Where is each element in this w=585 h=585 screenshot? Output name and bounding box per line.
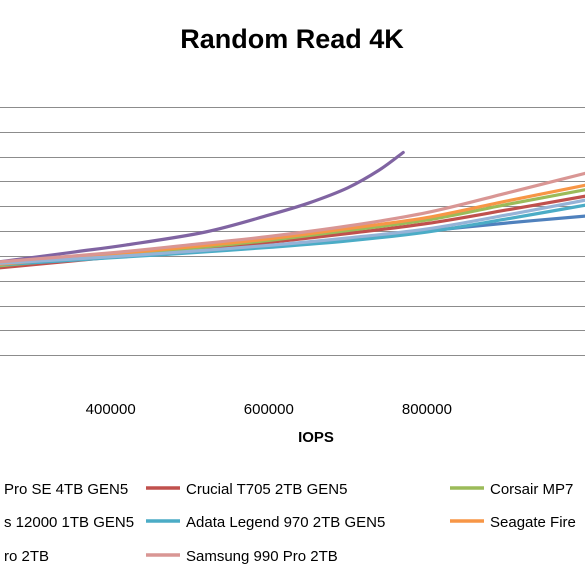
x-axis-title: IOPS	[298, 429, 334, 446]
legend-label-2-1: Samsung 990 Pro 2TB	[186, 548, 338, 565]
x-tick-label-2: 800000	[402, 401, 452, 418]
series-line-3	[0, 150, 405, 264]
legend-label-1-1: Adata Legend 970 2TB GEN5	[186, 514, 385, 531]
legend-label-0-1: Crucial T705 2TB GEN5	[186, 481, 347, 498]
x-tick-label-1: 600000	[244, 401, 294, 418]
legend-label-0-0: Pro SE 4TB GEN5	[4, 481, 128, 498]
x-tick-labels: 400000 600000 800000	[86, 401, 452, 418]
legend-label-2-0: ro 2TB	[4, 548, 49, 565]
legend-label-1-0: s 12000 1TB GEN5	[4, 514, 134, 531]
x-tick-label-0: 400000	[86, 401, 136, 418]
legend-label-0-2: Corsair MP7	[490, 481, 573, 498]
series-layer	[0, 150, 585, 270]
series-line-6	[0, 198, 585, 265]
legend-label-1-2: Seagate Fire	[490, 514, 576, 531]
chart-title: Random Read 4K	[180, 24, 404, 54]
series-line-7	[0, 171, 585, 264]
grid-layer	[0, 107, 585, 356]
legend: Pro SE 4TB GEN5 Crucial T705 2TB GEN5 Cors…	[4, 481, 576, 565]
